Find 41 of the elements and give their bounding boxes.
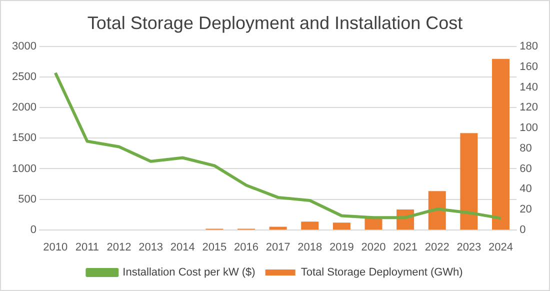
- x-tick-label: 2016: [234, 241, 258, 254]
- x-tick-label: 2018: [298, 241, 322, 254]
- x-tick-label: 2023: [456, 241, 482, 254]
- bar: [460, 133, 478, 230]
- y-tick-label: 1000: [12, 162, 36, 175]
- x-tick-label: 2012: [106, 241, 132, 254]
- x-tick-label: 2022: [424, 241, 450, 254]
- x-tick-label: 2024: [488, 241, 513, 254]
- y-tick-label: 1500: [12, 132, 36, 144]
- bar: [269, 226, 287, 230]
- y-tick-label: 2000: [12, 102, 36, 114]
- chart-title: Total Storage Deployment and Installation Cost: [87, 12, 463, 33]
- y2-tick-label: 20: [520, 203, 532, 216]
- x-tick-label: 2019: [329, 241, 354, 254]
- y-tick-label: 500: [18, 193, 36, 206]
- x-tick-label: 2015: [202, 241, 227, 254]
- y2-tick-label: 160: [520, 60, 538, 73]
- bar: [301, 222, 319, 230]
- y2-tick-label: 60: [520, 162, 532, 175]
- x-tick-label: 2014: [170, 241, 195, 254]
- x-tick-label: 2013: [138, 241, 164, 254]
- legend-label: Total Storage Deployment (GWh): [300, 266, 463, 279]
- bar: [332, 222, 350, 230]
- y2-tick-label: 40: [520, 183, 532, 196]
- x-tick-label: 2021: [393, 241, 418, 254]
- bar: [428, 191, 446, 230]
- x-tick-label: 2020: [361, 241, 386, 254]
- x-tick-label: 2011: [75, 241, 100, 254]
- y-tick-label: 0: [30, 224, 36, 236]
- y2-tick-label: 0: [520, 224, 526, 236]
- legend-label: Installation Cost per kW ($): [122, 266, 256, 279]
- y-tick-label: 3000: [12, 40, 36, 53]
- y2-tick-label: 140: [520, 81, 538, 94]
- x-tick-label: 2017: [266, 241, 290, 254]
- y2-tick-label: 80: [520, 142, 532, 154]
- bar: [492, 58, 510, 230]
- y-tick-label: 2500: [12, 71, 36, 84]
- y2-tick-label: 100: [520, 122, 538, 134]
- x-tick-label: 2010: [43, 241, 68, 254]
- y2-tick-label: 180: [520, 40, 538, 53]
- y2-tick-label: 120: [520, 102, 538, 114]
